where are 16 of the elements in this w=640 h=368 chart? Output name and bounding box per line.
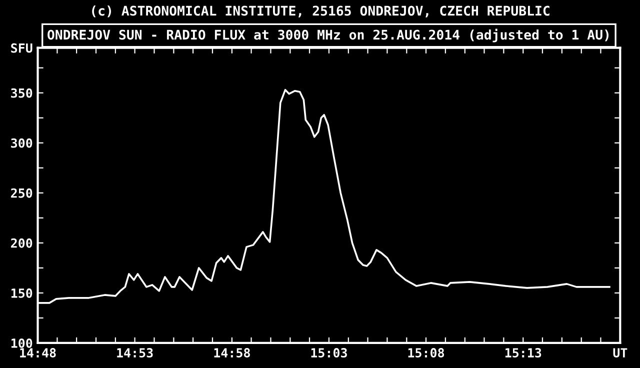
y-tick-label: 200 bbox=[11, 238, 32, 248]
text: (c) ASTRONOMICAL INSTITUTE, 25165 ONDREJOV, CZECH REPUBLIC bbox=[92, 6, 550, 18]
y-tick-label: 350 bbox=[11, 88, 32, 98]
x-tick-label: 14:58 bbox=[214, 348, 250, 358]
x-tick-label: 15:13 bbox=[505, 348, 542, 358]
x-tick-label: 15:03 bbox=[311, 348, 347, 358]
x-tick-label: 14:48 bbox=[20, 348, 56, 358]
y-tick-label: SFU bbox=[11, 43, 32, 53]
chart-title: ONDREJOV SUN - RADIO FLUX at 3000 MHz on 25.AUG.2014 (adjusted to 1 AU) bbox=[48, 28, 609, 42]
y-tick-label: 150 bbox=[11, 288, 32, 298]
y-tick-label: 100 bbox=[11, 338, 32, 348]
x-tick-label: 15:08 bbox=[408, 348, 444, 358]
y-tick-label: 250 bbox=[11, 188, 32, 198]
x-tick-label: 14:53 bbox=[117, 348, 153, 358]
y-tick-label: 300 bbox=[11, 138, 32, 148]
x-tick-label: UT bbox=[613, 348, 628, 358]
